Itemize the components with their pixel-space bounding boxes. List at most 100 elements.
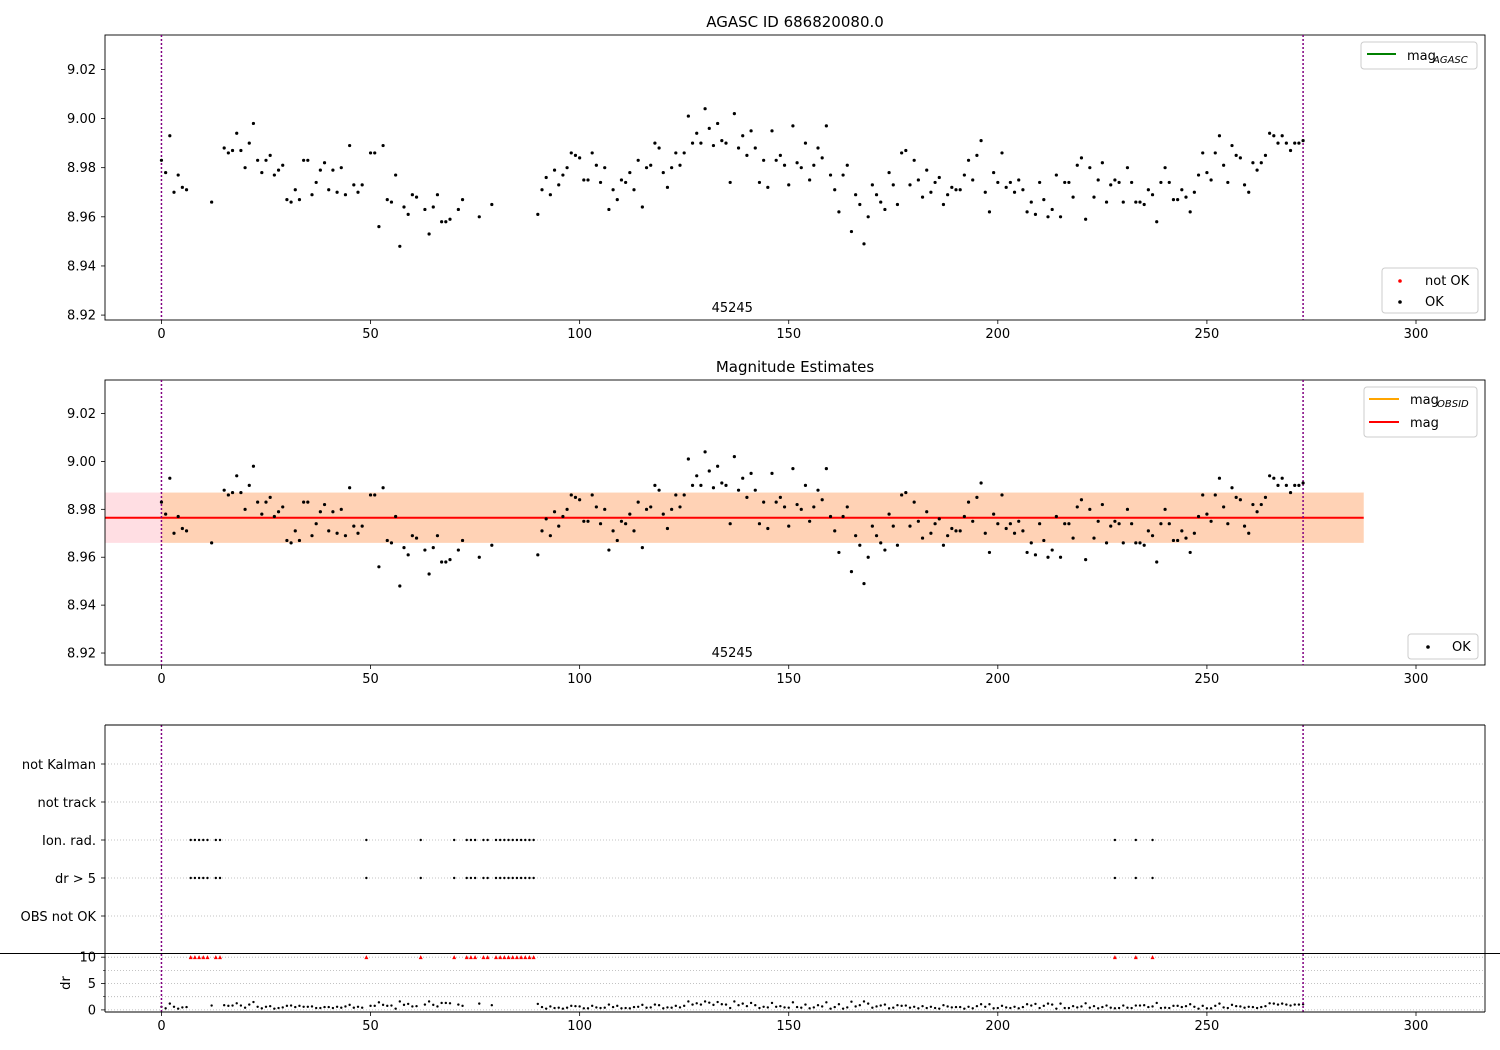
data-point [619, 178, 624, 182]
x-tick-label: 0 [157, 1019, 165, 1034]
dr-point [1042, 1004, 1046, 1008]
panel-magnitude: 45245 0 50 100 150 200 250 300 8.92 8.94 8.96 8.98 9… [67, 379, 1486, 687]
data-point [862, 242, 866, 246]
data-point [1288, 148, 1293, 153]
data-point [414, 195, 419, 199]
data-point [1050, 207, 1054, 212]
data-point [845, 505, 849, 509]
data-point [912, 158, 916, 162]
data-point [962, 514, 966, 519]
data-point [808, 519, 812, 523]
data-point [1038, 522, 1042, 526]
dr-point [670, 1006, 673, 1009]
data-point [490, 202, 494, 207]
data-point [732, 112, 736, 116]
data-point [1042, 538, 1046, 543]
data-point [352, 524, 356, 528]
data-point [966, 500, 971, 504]
x-tick-label: 200 [985, 1019, 1010, 1034]
data-point [803, 141, 808, 145]
dr-point [787, 1006, 790, 1009]
data-point [1155, 560, 1159, 564]
data-point [941, 543, 946, 547]
dr-point [277, 1006, 280, 1010]
data-point [678, 505, 682, 509]
data-point [352, 183, 356, 187]
data-point [557, 524, 561, 528]
dr-point [168, 1002, 172, 1005]
dr-point [327, 1005, 330, 1009]
data-point [1033, 553, 1038, 557]
data-point [657, 488, 661, 492]
data-point [1209, 178, 1213, 182]
data-point [1230, 486, 1234, 490]
clipped-dr-marker [364, 955, 369, 960]
data-point [757, 522, 762, 526]
data-point [285, 538, 289, 543]
data-point [866, 555, 870, 559]
axes-frame [104, 379, 1486, 666]
data-point [632, 188, 636, 192]
clipped-dr-marker [464, 955, 469, 960]
data-point [226, 151, 230, 155]
dr-point [624, 1006, 627, 1010]
data-point [983, 531, 987, 535]
data-point [1008, 522, 1012, 526]
data-point [1079, 498, 1084, 502]
dr-point [260, 1007, 264, 1010]
data-point [159, 158, 164, 162]
dr-point [1130, 1006, 1133, 1010]
x-tick-label: 150 [776, 327, 801, 342]
flag-point [507, 838, 510, 842]
data-point [979, 139, 983, 143]
data-point [812, 163, 816, 167]
dr-point [1142, 1003, 1146, 1007]
data-point [251, 121, 256, 126]
data-point [987, 210, 992, 214]
dr-point [461, 1004, 464, 1008]
dr-point [565, 1006, 569, 1009]
data-point [711, 486, 716, 490]
data-point [962, 173, 966, 177]
dr-point [1025, 1003, 1029, 1006]
data-point [716, 464, 720, 468]
data-point [799, 166, 803, 170]
dr-point [478, 1002, 481, 1005]
data-point [908, 183, 912, 187]
flag-point [519, 838, 523, 842]
data-point [895, 543, 900, 547]
dr-point [1076, 1006, 1079, 1009]
data-point [607, 207, 611, 212]
data-point [690, 483, 695, 487]
data-point [276, 168, 281, 172]
dr-point [770, 1001, 774, 1005]
dr-point [344, 1005, 347, 1008]
data-point [356, 531, 360, 535]
clipped-dr-marker [197, 955, 202, 960]
flag-point [498, 838, 502, 842]
data-point [933, 180, 937, 185]
dr-point [561, 1007, 565, 1010]
data-point [966, 158, 971, 162]
data-point [674, 151, 678, 155]
flag-point [519, 876, 523, 880]
data-point [728, 522, 732, 526]
dr-point [866, 1002, 870, 1005]
dr-point [248, 1003, 251, 1006]
dr-point [1126, 1006, 1129, 1009]
data-point [1259, 502, 1263, 507]
dr-point [1122, 1004, 1125, 1007]
dr-point [1176, 1004, 1179, 1008]
data-point [168, 134, 172, 138]
dr-point [595, 1006, 598, 1009]
dr-point [1293, 1003, 1296, 1006]
data-point [1058, 555, 1063, 559]
dr-point [699, 1003, 703, 1006]
data-point [1063, 522, 1067, 526]
dr-point [975, 1004, 979, 1008]
data-point [302, 500, 306, 504]
flag-point [511, 876, 514, 880]
data-point [477, 215, 481, 219]
data-point [1025, 210, 1029, 214]
